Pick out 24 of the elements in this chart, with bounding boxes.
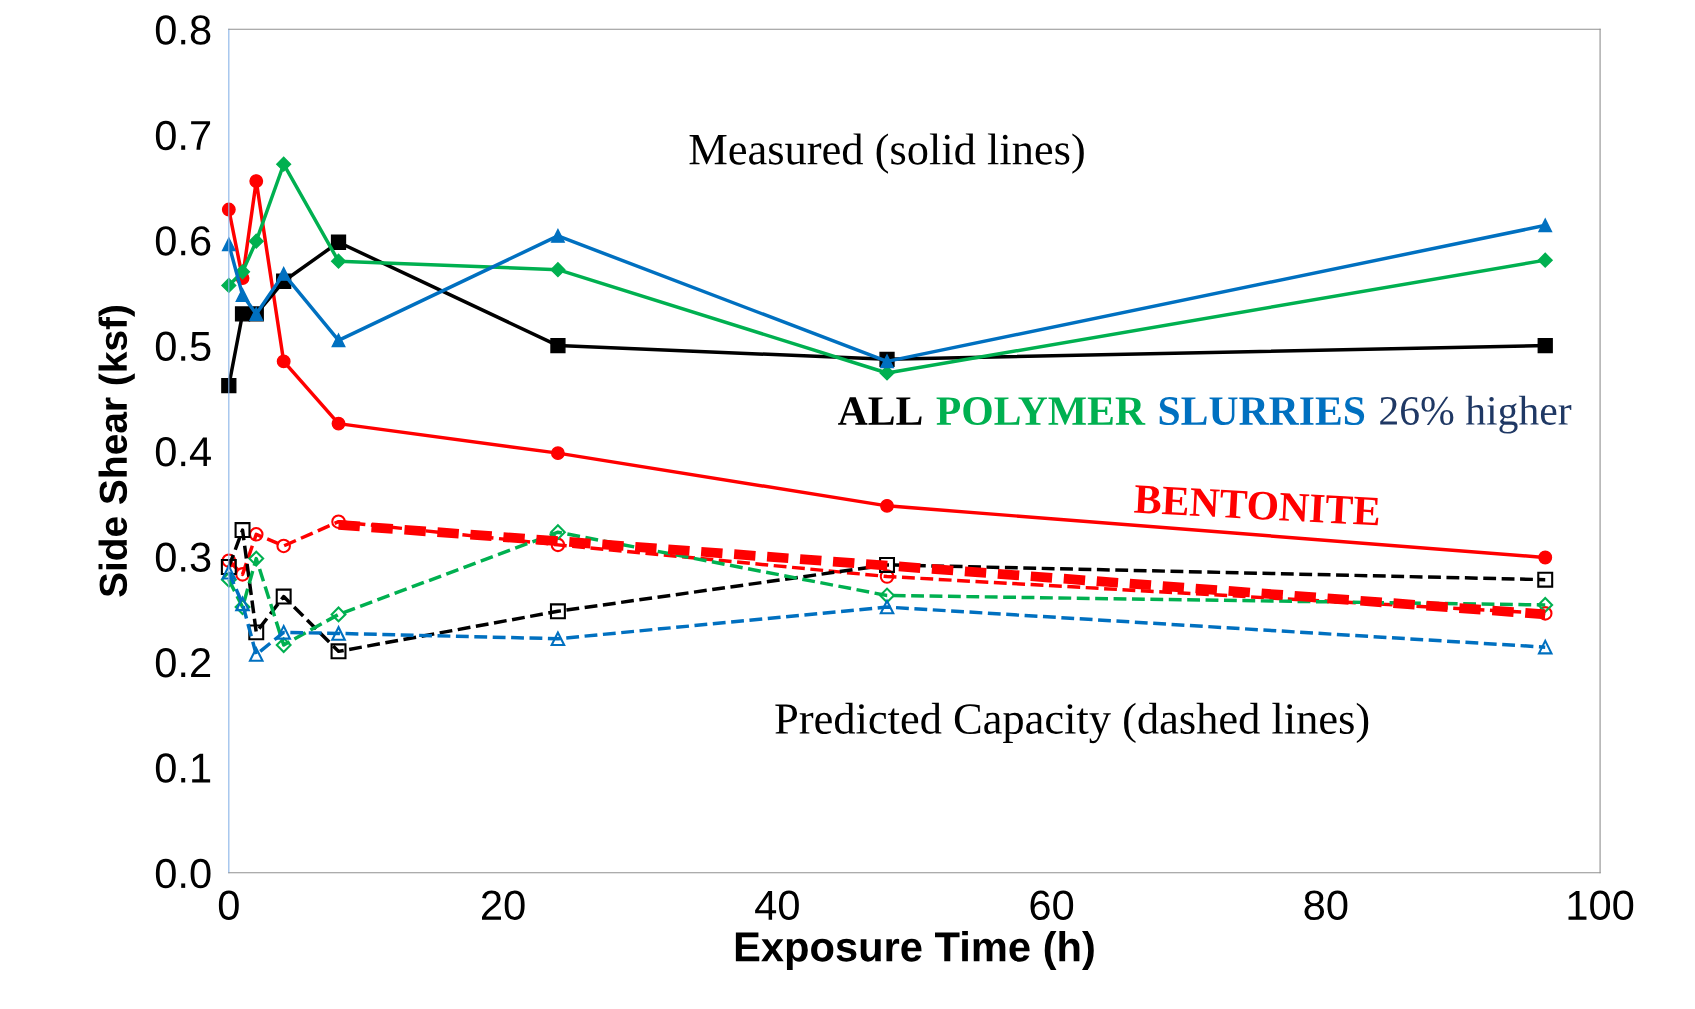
x-tick-label: 20 [482, 890, 525, 921]
y-tick-label: 0.3 [155, 542, 211, 572]
y-axis-title: Side Shear (ksf) [98, 305, 135, 597]
series-label: BENTONITE [1134, 485, 1380, 526]
y-tick-label: 0.4 [155, 437, 211, 467]
y-tick-label: 0.0 [155, 858, 211, 889]
y-tick-label: 0.7 [155, 120, 211, 151]
annotation: 26% higher [1380, 395, 1572, 434]
x-axis-title: Exposure Time (h) [735, 931, 1094, 970]
y-tick-label: 0.6 [155, 226, 211, 256]
x-tick-label: 0 [218, 890, 239, 921]
series-label: POLYMER [936, 397, 1146, 426]
annotation: Predicted Capacity (dashed lines) [775, 702, 1369, 744]
y-tick-label: 0.2 [155, 647, 211, 678]
x-tick-label: 60 [1030, 890, 1074, 921]
text: SLURRIES [1159, 397, 1365, 426]
annotation: Measured (solid lines) [689, 133, 1084, 174]
y-tick-label: 0.1 [155, 753, 211, 783]
x-tick-label: 40 [755, 890, 799, 921]
x-tick-label: 100 [1568, 890, 1634, 921]
x-tick-label: 80 [1304, 890, 1348, 921]
series-label: ALL [838, 397, 922, 425]
y-tick-label: 0.8 [155, 15, 211, 45]
y-tick-label: 0.5 [155, 331, 211, 362]
